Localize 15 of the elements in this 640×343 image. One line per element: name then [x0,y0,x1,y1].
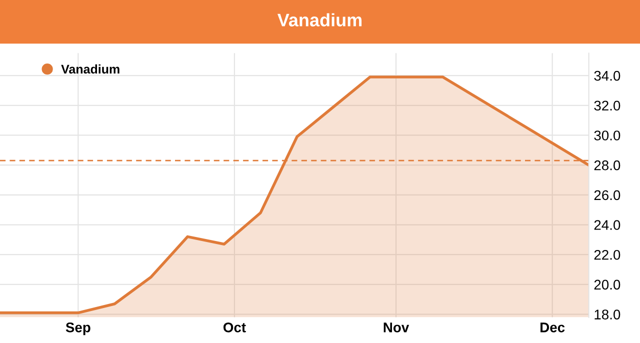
legend-label: Vanadium [61,64,120,74]
x-tick-label: Nov [384,322,410,332]
y-tick-label: 28.0 [594,160,620,170]
y-tick-label: 26.0 [594,190,620,200]
y-tick-label: 30.0 [594,130,620,140]
y-tick-label: 20.0 [594,280,620,290]
y-tick-label: 22.0 [594,250,620,260]
y-tick-label: 32.0 [594,100,620,111]
x-tick-label: Sep [66,322,90,336]
y-tick-label: 24.0 [594,220,620,230]
y-tick-label: 18.0 [594,310,620,320]
chart-title: Vanadium [277,13,362,26]
x-tick-label: Oct [223,322,246,332]
x-tick-label: Dec [540,322,565,332]
y-tick-label: 34.0 [594,70,620,81]
